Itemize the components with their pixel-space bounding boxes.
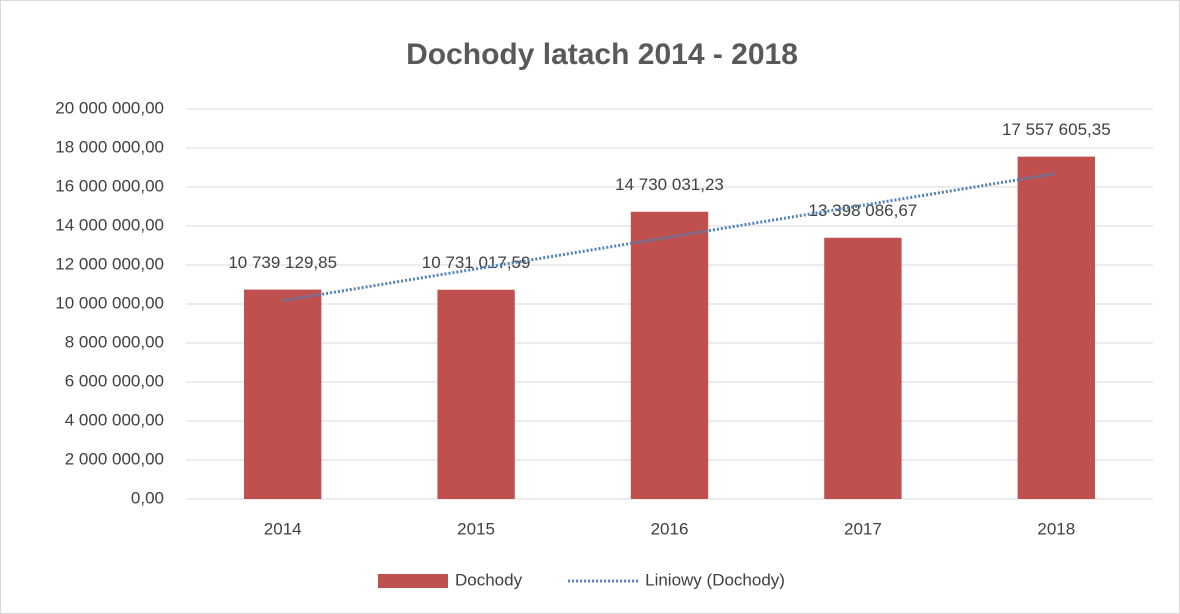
x-tick-label: 2018	[1037, 519, 1075, 538]
chart-title: Dochody latach 2014 - 2018	[406, 38, 798, 71]
y-tick-label: 6 000 000,00	[65, 371, 164, 390]
y-tick-label: 14 000 000,00	[55, 215, 164, 234]
legend-label: Liniowy (Dochody)	[645, 570, 785, 589]
trendline	[282, 172, 1057, 303]
bar	[824, 237, 902, 499]
x-tick-label: 2015	[457, 519, 495, 538]
legend-swatch	[378, 574, 448, 588]
bar	[244, 289, 322, 499]
data-label: 10 739 129,85	[228, 253, 337, 272]
data-label: 17 557 605,35	[1002, 120, 1111, 139]
bar	[437, 289, 515, 499]
bar	[630, 211, 709, 499]
y-tick-label: 2 000 000,00	[65, 449, 164, 468]
y-tick-label: 12 000 000,00	[55, 254, 164, 273]
y-tick-label: 4 000 000,00	[65, 410, 164, 429]
y-tick-label: 20 000 000,00	[55, 98, 164, 117]
x-tick-label: 2014	[264, 519, 302, 538]
data-label: 13 398 086,67	[809, 201, 918, 220]
legend-label: Dochody	[455, 570, 523, 589]
data-label: 14 730 031,23	[615, 175, 724, 194]
y-tick-label: 18 000 000,00	[55, 137, 164, 156]
y-tick-label: 0,00	[131, 488, 164, 507]
y-tick-label: 8 000 000,00	[65, 332, 164, 351]
data-label: 10 731 017,59	[422, 253, 531, 272]
x-tick-label: 2017	[844, 519, 882, 538]
y-tick-label: 10 000 000,00	[55, 293, 164, 312]
y-tick-label: 16 000 000,00	[55, 176, 164, 195]
x-tick-label: 2016	[651, 519, 689, 538]
bar	[1017, 156, 1095, 499]
